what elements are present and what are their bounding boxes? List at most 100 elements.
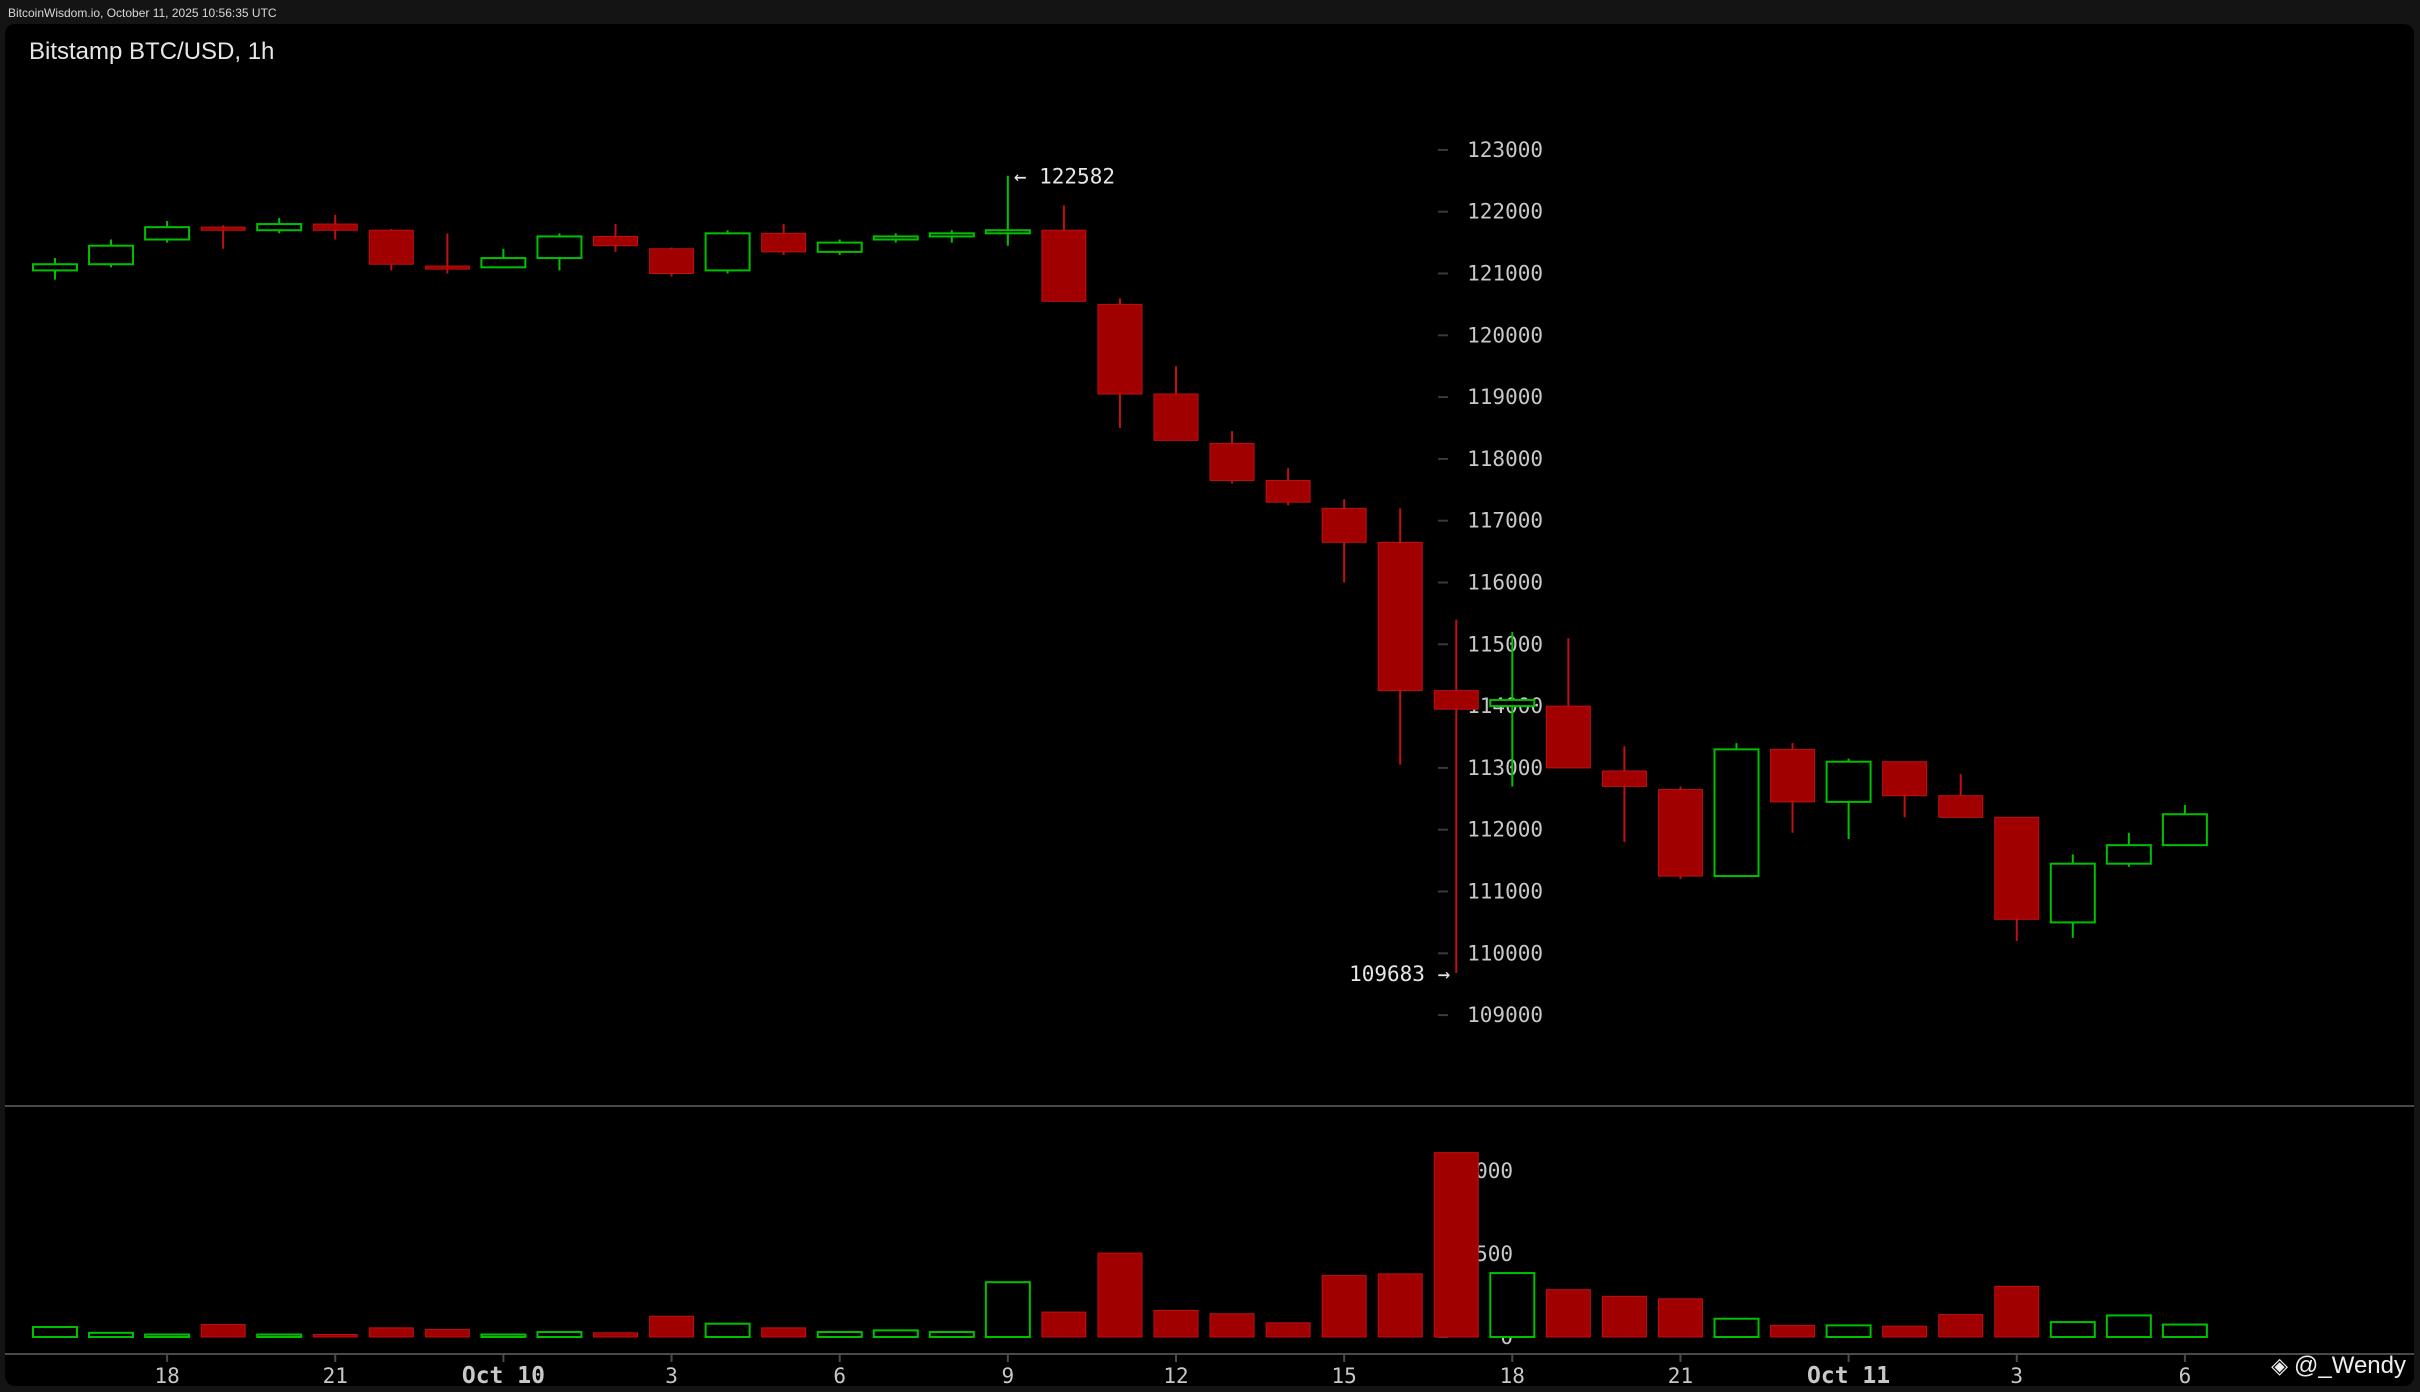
candle-body-down xyxy=(1546,706,1590,768)
candle-body-down xyxy=(1322,508,1366,542)
volume-bar-down xyxy=(1042,1312,1086,1337)
price-axis-label: 113000 xyxy=(1467,756,1543,780)
price-axis-label: 121000 xyxy=(1467,262,1543,286)
price-axis-label: 122000 xyxy=(1467,200,1543,224)
volume-bar-down xyxy=(1098,1253,1142,1337)
candle-body-down xyxy=(1042,230,1086,301)
candle-body-up xyxy=(2163,814,2207,845)
volume-bar-up xyxy=(89,1333,133,1337)
volume-bar-down xyxy=(762,1328,806,1337)
candle-body-up xyxy=(33,264,77,270)
chart-panel: 1090001100001110001120001130001140001150… xyxy=(5,24,2414,1386)
candle-body-down xyxy=(1602,771,1646,786)
volume-bar-up xyxy=(1715,1319,1759,1337)
volume-bar-up xyxy=(1827,1325,1871,1337)
volume-bar-down xyxy=(313,1335,357,1337)
candle-body-down xyxy=(1939,796,1983,818)
candle-body-down xyxy=(650,249,694,274)
price-axis-label: 115000 xyxy=(1467,632,1543,656)
volume-bar-up xyxy=(481,1335,525,1337)
volume-bar-up xyxy=(2107,1315,2151,1337)
volume-bar-up xyxy=(930,1332,974,1337)
candle-body-down xyxy=(313,224,357,230)
volume-bar-down xyxy=(1771,1325,1815,1337)
x-axis-label: 3 xyxy=(2010,1364,2023,1386)
volume-bar-down xyxy=(201,1325,245,1337)
volume-bar-down xyxy=(1322,1276,1366,1337)
volume-axis-label: 500 xyxy=(1475,1242,1513,1266)
candle-body-down xyxy=(1266,481,1310,503)
volume-bar-up xyxy=(2163,1325,2207,1337)
x-axis-label: 21 xyxy=(1668,1364,1693,1386)
candle-body-up xyxy=(874,236,918,239)
price-axis-label: 123000 xyxy=(1467,138,1543,162)
price-axis-label: 119000 xyxy=(1467,385,1543,409)
volume-bar-down xyxy=(1434,1153,1478,1337)
candle-body-down xyxy=(594,236,638,245)
candle-body-down xyxy=(1098,304,1142,394)
volume-bar-down xyxy=(594,1333,638,1337)
price-axis-label: 109000 xyxy=(1467,1003,1543,1027)
volume-bar-down xyxy=(1658,1299,1702,1337)
volume-bar-down xyxy=(1266,1323,1310,1337)
chart-title: Bitstamp BTC/USD, 1h xyxy=(29,38,274,66)
price-axis-label: 117000 xyxy=(1467,509,1543,533)
candle-body-up xyxy=(89,246,133,265)
price-axis-label: 110000 xyxy=(1467,941,1543,965)
candle-body-up xyxy=(481,258,525,267)
candle-body-down xyxy=(201,227,245,230)
x-axis-label: 3 xyxy=(665,1364,678,1386)
source-timestamp-text: BitcoinWisdom.io, October 11, 2025 10:56… xyxy=(8,6,277,20)
volume-bar-down xyxy=(1602,1296,1646,1337)
x-axis-label: 15 xyxy=(1332,1364,1357,1386)
candle-body-up xyxy=(706,233,750,270)
candle-body-down xyxy=(1154,394,1198,440)
x-axis-label: 9 xyxy=(1002,1364,1015,1386)
candlestick-chart[interactable]: 1090001100001110001120001130001140001150… xyxy=(5,24,2414,1386)
candle-body-down xyxy=(1771,749,1815,802)
candle-body-down xyxy=(1995,817,2039,919)
top-header-bar: BitcoinWisdom.io, October 11, 2025 10:56… xyxy=(0,0,2420,24)
candle-body-up xyxy=(1490,700,1534,706)
volume-bar-down xyxy=(1883,1326,1927,1337)
x-axis-label: 12 xyxy=(1163,1364,1188,1386)
volume-bar-up xyxy=(257,1335,301,1337)
candle-body-up xyxy=(2107,845,2151,864)
candle-body-down xyxy=(425,266,469,269)
volume-bar-up xyxy=(818,1332,862,1337)
candle-body-down xyxy=(762,233,806,252)
price-axis-label: 111000 xyxy=(1467,880,1543,904)
candle-body-up xyxy=(1827,762,1871,802)
x-axis-label: 21 xyxy=(323,1364,348,1386)
candle-body-up xyxy=(257,224,301,230)
volume-bar-down xyxy=(369,1328,413,1337)
candle-body-down xyxy=(1658,790,1702,877)
volume-bar-down xyxy=(1154,1310,1198,1337)
volume-bar-up xyxy=(33,1327,77,1337)
x-axis-label: 6 xyxy=(833,1364,846,1386)
price-axis-label: 112000 xyxy=(1467,818,1543,842)
x-axis-label: 18 xyxy=(1500,1364,1525,1386)
candle-body-up xyxy=(537,236,581,258)
x-axis-label: Oct 10 xyxy=(462,1363,545,1386)
candle-body-up xyxy=(930,233,974,236)
volume-bar-up xyxy=(986,1282,1030,1337)
candle-body-down xyxy=(369,230,413,264)
price-axis-label: 118000 xyxy=(1467,447,1543,471)
candle-body-up xyxy=(2051,864,2095,923)
candle-body-up xyxy=(818,243,862,252)
volume-bar-up xyxy=(874,1330,918,1337)
volume-bar-up xyxy=(2051,1322,2095,1337)
volume-bar-up xyxy=(706,1324,750,1337)
x-axis-label: 18 xyxy=(154,1364,179,1386)
candle-body-down xyxy=(1378,542,1422,690)
candle-body-up xyxy=(145,227,189,239)
candle-body-down xyxy=(1210,443,1254,480)
volume-bar-down xyxy=(1546,1290,1590,1337)
volume-bar-down xyxy=(425,1330,469,1337)
price-axis-label: 116000 xyxy=(1467,571,1543,595)
volume-bar-down xyxy=(1995,1286,2039,1337)
volume-bar-up xyxy=(145,1335,189,1337)
volume-bar-down xyxy=(1210,1314,1254,1337)
candle-body-up xyxy=(986,230,1030,233)
